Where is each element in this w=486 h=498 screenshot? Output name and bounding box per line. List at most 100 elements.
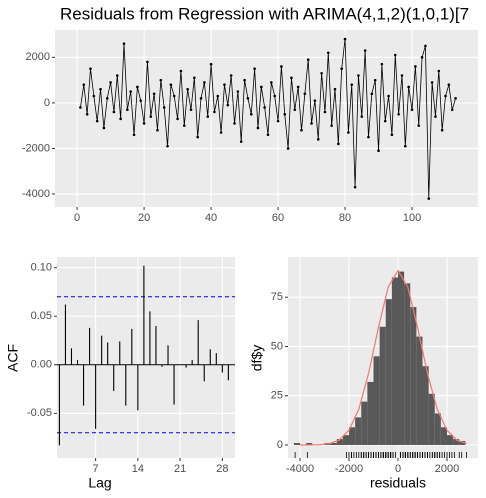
data-point	[176, 117, 179, 121]
data-point	[266, 133, 270, 137]
data-point	[280, 65, 283, 68]
data-point	[129, 90, 132, 93]
histogram-bar	[398, 271, 405, 445]
data-point	[360, 115, 364, 118]
data-point	[420, 56, 424, 59]
data-point	[186, 87, 189, 91]
data-point	[424, 44, 427, 48]
data-point	[99, 87, 102, 91]
data-point	[226, 103, 230, 107]
histogram-bar	[361, 401, 368, 445]
data-point	[95, 119, 99, 123]
histogram-bar	[440, 427, 448, 445]
y-axis-title: df$y	[249, 345, 265, 371]
data-point	[316, 138, 320, 141]
data-point	[139, 99, 143, 102]
data-point	[290, 76, 293, 80]
data-point	[313, 99, 317, 102]
histogram-bar	[373, 356, 380, 445]
histogram-bar	[416, 336, 423, 445]
data-point	[357, 74, 360, 77]
data-point	[239, 140, 243, 143]
data-point	[370, 92, 374, 96]
x-tick-label: 14	[132, 463, 144, 475]
histogram-bar	[349, 427, 356, 445]
data-point	[89, 67, 92, 71]
y-axis-title: ACF	[5, 344, 21, 372]
data-point	[152, 92, 156, 96]
x-tick-label: 100	[403, 212, 421, 224]
data-point	[367, 135, 370, 139]
data-point	[146, 60, 149, 64]
data-point	[306, 58, 310, 61]
data-point	[249, 112, 253, 116]
data-point	[330, 124, 333, 127]
y-tick-label: 25	[271, 390, 283, 402]
data-point	[323, 110, 327, 114]
x-tick-label: 20	[138, 212, 150, 224]
y-tick-label: 0.10	[31, 262, 52, 274]
data-point	[393, 53, 397, 57]
histogram-bar	[367, 381, 374, 445]
data-point	[79, 106, 82, 109]
density-curve	[300, 269, 467, 446]
data-point	[326, 51, 330, 55]
data-point	[189, 108, 193, 112]
data-point	[377, 149, 380, 153]
histogram-bar	[447, 435, 454, 445]
histogram-bar	[453, 439, 460, 445]
data-point	[119, 117, 122, 121]
histogram-bar	[306, 443, 313, 445]
y-tick-label: 0	[277, 439, 283, 451]
data-point	[450, 108, 454, 112]
data-point	[253, 67, 256, 71]
data-point	[219, 131, 223, 134]
data-point	[236, 90, 240, 93]
data-point	[414, 65, 417, 68]
data-point	[213, 110, 216, 114]
data-point	[337, 142, 340, 146]
data-point	[166, 144, 169, 148]
data-point	[454, 97, 457, 100]
data-point	[199, 97, 203, 100]
data-point	[276, 119, 280, 123]
data-point	[122, 42, 126, 45]
y-tick-label: 0.00	[31, 359, 52, 371]
data-point	[300, 128, 303, 132]
x-tick-label: 0	[395, 463, 401, 475]
x-tick-label: 28	[216, 463, 228, 475]
x-tick-label: 0	[74, 212, 80, 224]
data-point	[169, 83, 173, 86]
data-point	[350, 83, 354, 86]
data-point	[256, 126, 260, 130]
data-point	[105, 97, 109, 100]
data-point	[296, 85, 300, 89]
data-point	[363, 49, 367, 52]
data-point	[303, 92, 307, 96]
data-point	[387, 94, 390, 98]
data-point	[437, 69, 441, 73]
x-tick-label: -2000	[335, 463, 363, 475]
x-tick-label: 7	[93, 463, 99, 475]
data-point	[427, 197, 431, 200]
data-point	[430, 81, 434, 84]
data-point	[444, 94, 447, 98]
data-point	[417, 124, 421, 127]
data-point	[283, 112, 287, 116]
y-tick-label: 75	[271, 291, 283, 303]
data-point	[404, 144, 407, 148]
data-point	[132, 133, 136, 137]
y-tick-label: 50	[271, 340, 283, 352]
data-point	[223, 83, 226, 86]
x-axis-title: residuals	[370, 475, 426, 491]
histogram-bar	[355, 417, 362, 445]
histogram-bar	[330, 443, 337, 445]
data-point	[333, 87, 337, 91]
data-point	[142, 122, 146, 125]
x-tick-label: -4000	[286, 463, 314, 475]
histogram-bar	[410, 307, 417, 445]
data-point	[286, 147, 290, 150]
y-tick-label: 0	[44, 97, 50, 109]
data-point	[440, 128, 444, 132]
x-tick-label: 2000	[435, 463, 459, 475]
